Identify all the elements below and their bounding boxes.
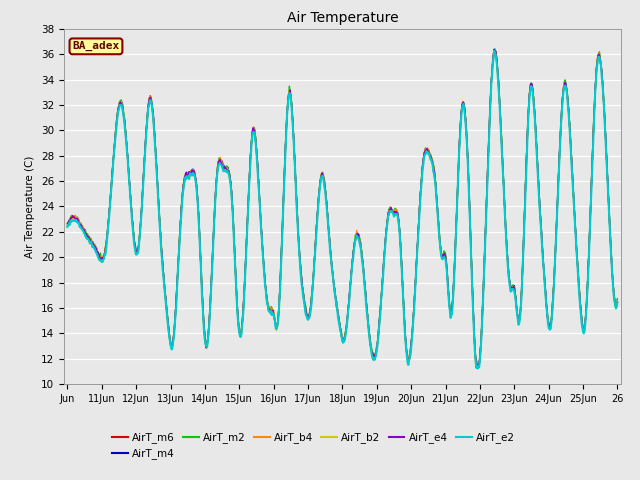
AirT_e2 — [63, 224, 71, 230]
AirT_m2 — [63, 221, 71, 227]
AirT_b4 — [529, 88, 537, 94]
AirT_b2 — [529, 90, 537, 96]
AirT_m6 — [184, 173, 192, 179]
AirT_e4 — [184, 171, 192, 177]
AirT_b2 — [139, 192, 147, 198]
AirT_e4 — [139, 187, 147, 193]
AirT_b4 — [490, 48, 498, 53]
AirT_b2 — [184, 173, 192, 179]
AirT_e4 — [63, 220, 71, 226]
AirT_e4 — [490, 47, 498, 52]
AirT_m6 — [529, 89, 537, 95]
AirT_m6 — [72, 216, 80, 221]
AirT_b4 — [184, 172, 192, 178]
Line: AirT_b4: AirT_b4 — [67, 50, 618, 364]
AirT_m2 — [459, 100, 467, 106]
AirT_m2 — [72, 215, 80, 220]
AirT_m4 — [72, 216, 80, 222]
Line: AirT_e4: AirT_e4 — [67, 49, 618, 367]
AirT_e4 — [513, 303, 520, 309]
Line: AirT_m6: AirT_m6 — [67, 51, 618, 366]
AirT_b4 — [459, 98, 467, 104]
AirT_e2 — [614, 300, 621, 305]
AirT_m4 — [184, 172, 192, 178]
Y-axis label: Air Temperature (C): Air Temperature (C) — [26, 155, 35, 258]
AirT_m6 — [459, 101, 467, 107]
AirT_b4 — [614, 297, 621, 303]
AirT_m2 — [614, 296, 621, 301]
AirT_e4 — [473, 364, 481, 370]
AirT_b2 — [490, 48, 498, 53]
Legend: AirT_m6, AirT_m4, AirT_m2, AirT_b4, AirT_b2, AirT_e4, AirT_e2: AirT_m6, AirT_m4, AirT_m2, AirT_b4, AirT… — [108, 428, 519, 464]
AirT_e4 — [529, 91, 537, 96]
Text: BA_adex: BA_adex — [72, 41, 120, 51]
AirT_m4 — [139, 190, 147, 195]
AirT_b4 — [139, 187, 147, 192]
AirT_b4 — [72, 215, 80, 221]
AirT_b4 — [476, 361, 483, 367]
AirT_m2 — [513, 301, 520, 307]
AirT_e2 — [490, 48, 498, 54]
AirT_b2 — [472, 365, 480, 371]
AirT_m4 — [63, 223, 71, 228]
Line: AirT_m4: AirT_m4 — [67, 49, 618, 363]
AirT_m6 — [491, 48, 499, 54]
AirT_m2 — [529, 88, 537, 94]
AirT_b2 — [63, 224, 71, 230]
AirT_m2 — [476, 362, 483, 368]
AirT_m6 — [475, 363, 483, 369]
AirT_e4 — [459, 100, 467, 106]
AirT_e2 — [459, 103, 467, 108]
AirT_m2 — [184, 169, 192, 175]
AirT_m4 — [513, 304, 520, 310]
AirT_m4 — [529, 87, 537, 93]
AirT_m6 — [614, 300, 621, 305]
Line: AirT_b2: AirT_b2 — [67, 50, 618, 368]
AirT_e4 — [72, 216, 80, 222]
AirT_b2 — [513, 305, 520, 311]
AirT_m6 — [63, 221, 71, 227]
AirT_e2 — [184, 174, 192, 180]
Line: AirT_m2: AirT_m2 — [67, 49, 618, 365]
AirT_b4 — [513, 303, 520, 309]
AirT_e2 — [513, 305, 520, 311]
AirT_m4 — [459, 100, 467, 106]
AirT_b2 — [459, 101, 467, 107]
Line: AirT_e2: AirT_e2 — [67, 51, 618, 369]
AirT_b4 — [63, 221, 71, 227]
Title: Air Temperature: Air Temperature — [287, 11, 398, 25]
AirT_e2 — [139, 191, 147, 197]
AirT_e4 — [614, 300, 621, 305]
AirT_b2 — [72, 217, 80, 223]
AirT_e2 — [529, 91, 537, 96]
AirT_b2 — [614, 302, 621, 308]
AirT_e2 — [72, 217, 80, 223]
AirT_m6 — [139, 190, 147, 196]
AirT_e2 — [474, 366, 481, 372]
AirT_m2 — [139, 189, 147, 195]
AirT_m4 — [490, 47, 498, 52]
AirT_m4 — [474, 360, 481, 366]
AirT_m2 — [491, 46, 499, 52]
AirT_m6 — [513, 303, 520, 309]
AirT_m4 — [614, 297, 621, 303]
